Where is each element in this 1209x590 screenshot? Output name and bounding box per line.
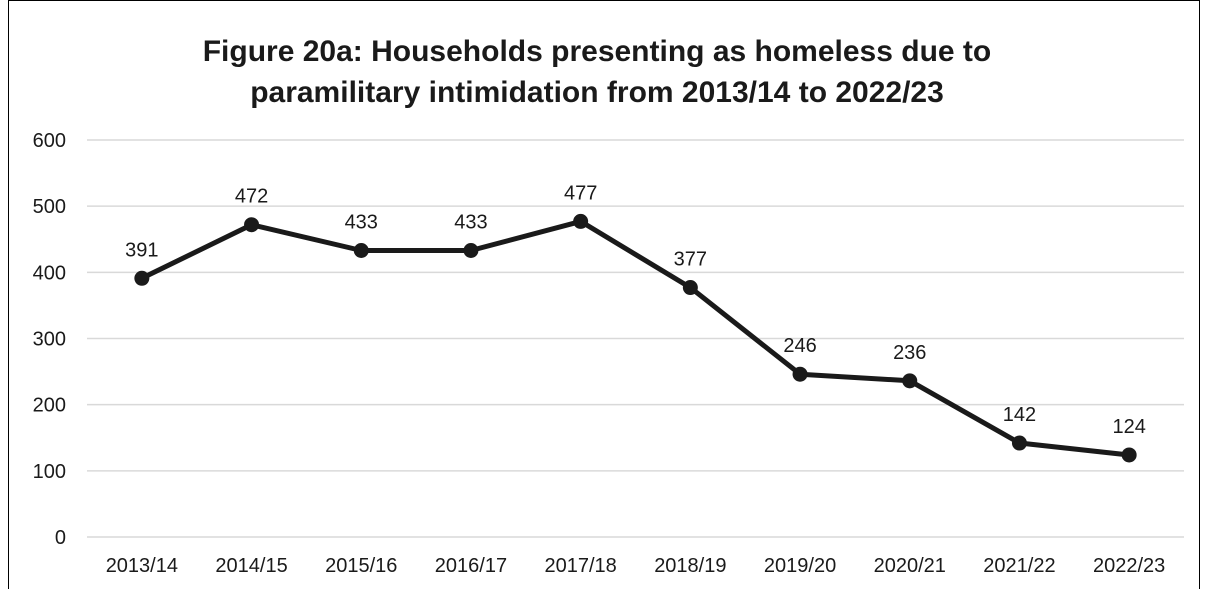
data-label: 477 bbox=[564, 182, 597, 204]
data-point bbox=[1121, 447, 1137, 463]
x-tick-label: 2017/18 bbox=[545, 555, 617, 577]
x-tick-label: 2016/17 bbox=[435, 555, 507, 577]
data-label: 246 bbox=[783, 335, 816, 357]
data-point bbox=[902, 373, 918, 389]
data-point bbox=[134, 270, 150, 286]
x-tick-label: 2020/21 bbox=[874, 555, 946, 577]
data-label: 433 bbox=[345, 211, 378, 233]
y-tick-label: 0 bbox=[55, 527, 66, 549]
y-tick-label: 400 bbox=[33, 262, 66, 284]
chart-frame: Figure 20a: Households presenting as hom… bbox=[8, 0, 1200, 589]
chart-title-line-2: paramilitary intimidation from 2013/14 t… bbox=[250, 76, 944, 109]
line-chart: Figure 20a: Households presenting as hom… bbox=[33, 35, 1184, 577]
x-tick-label: 2021/22 bbox=[983, 555, 1055, 577]
y-tick-label: 200 bbox=[33, 395, 66, 417]
x-axis-ticks: 2013/14 2014/15 2015/16 2016/17 2017/18 2018/… bbox=[106, 555, 1166, 577]
x-tick-label: 2014/15 bbox=[215, 555, 287, 577]
data-label: 377 bbox=[674, 249, 707, 271]
data-label: 142 bbox=[1003, 404, 1036, 426]
y-tick-label: 600 bbox=[33, 130, 66, 152]
data-point bbox=[244, 217, 260, 233]
data-point bbox=[682, 280, 698, 296]
data-point bbox=[1011, 435, 1027, 451]
x-tick-label: 2013/14 bbox=[106, 555, 178, 577]
series-line-group bbox=[134, 213, 1137, 463]
data-label: 433 bbox=[454, 211, 487, 233]
x-tick-label: 2022/23 bbox=[1093, 555, 1165, 577]
gridlines bbox=[87, 139, 1184, 538]
y-axis-ticks: 0 100 200 300 400 500 600 bbox=[33, 130, 66, 549]
y-tick-label: 500 bbox=[33, 196, 66, 218]
data-point bbox=[463, 242, 479, 258]
x-tick-label: 2019/20 bbox=[764, 555, 836, 577]
data-labels: 391 472 433 433 477 377 246 236 142 124 bbox=[125, 182, 1146, 438]
y-tick-label: 100 bbox=[33, 461, 66, 483]
data-point bbox=[792, 366, 808, 382]
data-label: 472 bbox=[235, 186, 268, 208]
data-label: 391 bbox=[125, 239, 158, 261]
data-point bbox=[573, 213, 589, 229]
series-line bbox=[139, 218, 1132, 458]
data-label: 124 bbox=[1112, 416, 1145, 438]
x-tick-label: 2015/16 bbox=[325, 555, 397, 577]
data-point bbox=[353, 242, 369, 258]
data-label: 236 bbox=[893, 342, 926, 364]
chart-title-line-1: Figure 20a: Households presenting as hom… bbox=[203, 35, 992, 68]
y-tick-label: 300 bbox=[33, 329, 66, 351]
x-tick-label: 2018/19 bbox=[654, 555, 726, 577]
